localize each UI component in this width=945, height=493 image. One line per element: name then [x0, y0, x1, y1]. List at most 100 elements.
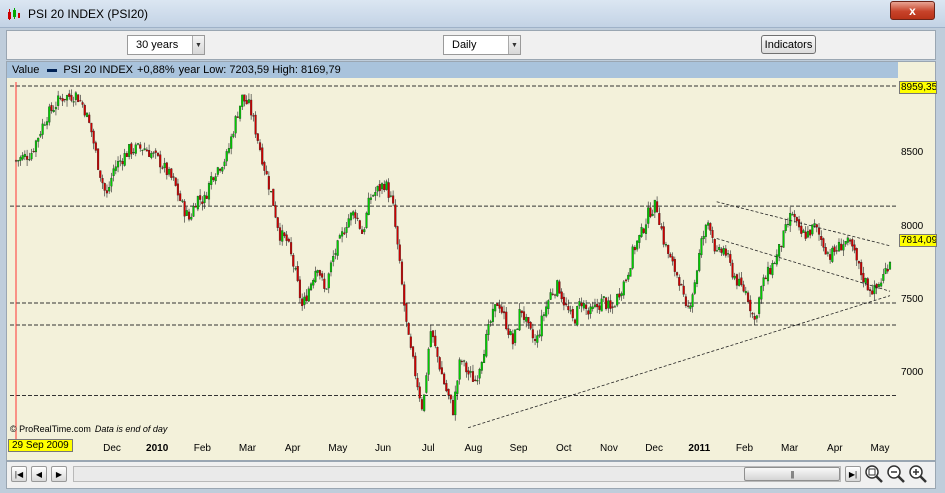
candle [857, 260, 860, 270]
candle [695, 269, 699, 288]
candle [70, 89, 73, 103]
candle [358, 219, 361, 230]
scroll-start-button[interactable]: |◀ [11, 466, 27, 482]
candle [809, 229, 812, 239]
candle [873, 280, 876, 301]
candle [675, 271, 679, 279]
interval-select[interactable]: Daily ▼ [443, 35, 521, 55]
candle [880, 278, 883, 288]
chevron-down-icon[interactable]: ▼ [192, 36, 204, 54]
candle [183, 199, 186, 223]
candle [159, 150, 162, 174]
candle [844, 241, 847, 247]
candle [778, 244, 781, 262]
candle [826, 250, 829, 257]
candle [194, 203, 197, 208]
candle [724, 244, 727, 258]
zoom-out-icon[interactable] [886, 464, 906, 484]
candle [74, 91, 77, 106]
period-select[interactable]: 30 years ▼ [127, 35, 205, 55]
candle [851, 237, 854, 252]
candle [835, 245, 838, 255]
chart-area[interactable] [6, 61, 936, 461]
scroll-end-button[interactable]: ▶| [845, 466, 861, 482]
candle [644, 218, 648, 241]
candle [833, 244, 836, 256]
scroll-left-button[interactable]: ◀ [31, 466, 47, 482]
candle [642, 227, 645, 235]
candle [840, 238, 843, 251]
candle [219, 168, 222, 173]
candle [256, 132, 259, 144]
candle [731, 259, 734, 280]
candle [505, 307, 508, 331]
candle [39, 130, 42, 138]
candle [518, 303, 521, 332]
candle [420, 396, 423, 411]
x-tick-label: Dec [103, 443, 121, 454]
candle [609, 294, 612, 313]
candle [263, 160, 266, 176]
candle [511, 329, 514, 350]
scroll-right-button[interactable]: ▶ [51, 466, 67, 482]
indicators-button[interactable]: Indicators [761, 35, 816, 54]
candle [656, 196, 659, 213]
candle [365, 211, 368, 229]
close-button[interactable]: x [890, 1, 935, 20]
candle [168, 166, 171, 177]
candle [190, 213, 193, 221]
data-note: Data is end of day [94, 424, 168, 434]
candle [565, 297, 568, 307]
candle [116, 156, 120, 173]
candle [755, 314, 758, 323]
candle [283, 231, 286, 239]
candle [418, 382, 421, 402]
candle [483, 349, 486, 364]
candle [205, 191, 208, 200]
candle [837, 238, 841, 252]
candle [516, 328, 519, 330]
candle [238, 105, 242, 122]
zoom-in-icon[interactable] [908, 464, 928, 484]
candle [214, 173, 217, 185]
candle [207, 181, 211, 206]
candle [882, 268, 885, 284]
candle [172, 173, 175, 181]
candle [61, 93, 64, 106]
x-tick-label: Sep [509, 443, 528, 454]
chevron-down-icon[interactable]: ▼ [508, 36, 520, 54]
candle [687, 300, 690, 309]
interval-select-value: Daily [452, 39, 477, 51]
candle [314, 266, 317, 284]
candle [267, 171, 270, 196]
candle [105, 184, 108, 198]
zoom-fit-icon[interactable] [864, 464, 884, 484]
candle [341, 227, 344, 243]
candle [285, 230, 288, 246]
candle [385, 179, 388, 191]
candle [613, 304, 616, 308]
candle [54, 101, 57, 116]
candle [791, 211, 794, 216]
candle [469, 366, 472, 378]
period-select-value: 30 years [136, 39, 179, 51]
candle [602, 296, 605, 303]
candle [394, 199, 397, 229]
candle [165, 161, 168, 180]
candle [307, 286, 310, 303]
candle [30, 148, 33, 161]
x-tick-label: Mar [781, 443, 799, 454]
candle [525, 313, 528, 328]
candle [576, 305, 579, 327]
candle [121, 158, 124, 171]
candle [669, 252, 672, 258]
scrollbar-thumb[interactable]: ||| [744, 467, 840, 481]
candle [789, 206, 792, 232]
chart-scrollbar[interactable]: ||| [73, 466, 841, 482]
candle [529, 321, 532, 331]
candle [81, 100, 84, 108]
candle [41, 118, 44, 139]
candle [664, 241, 668, 248]
candle [258, 139, 262, 152]
candle [802, 228, 805, 233]
